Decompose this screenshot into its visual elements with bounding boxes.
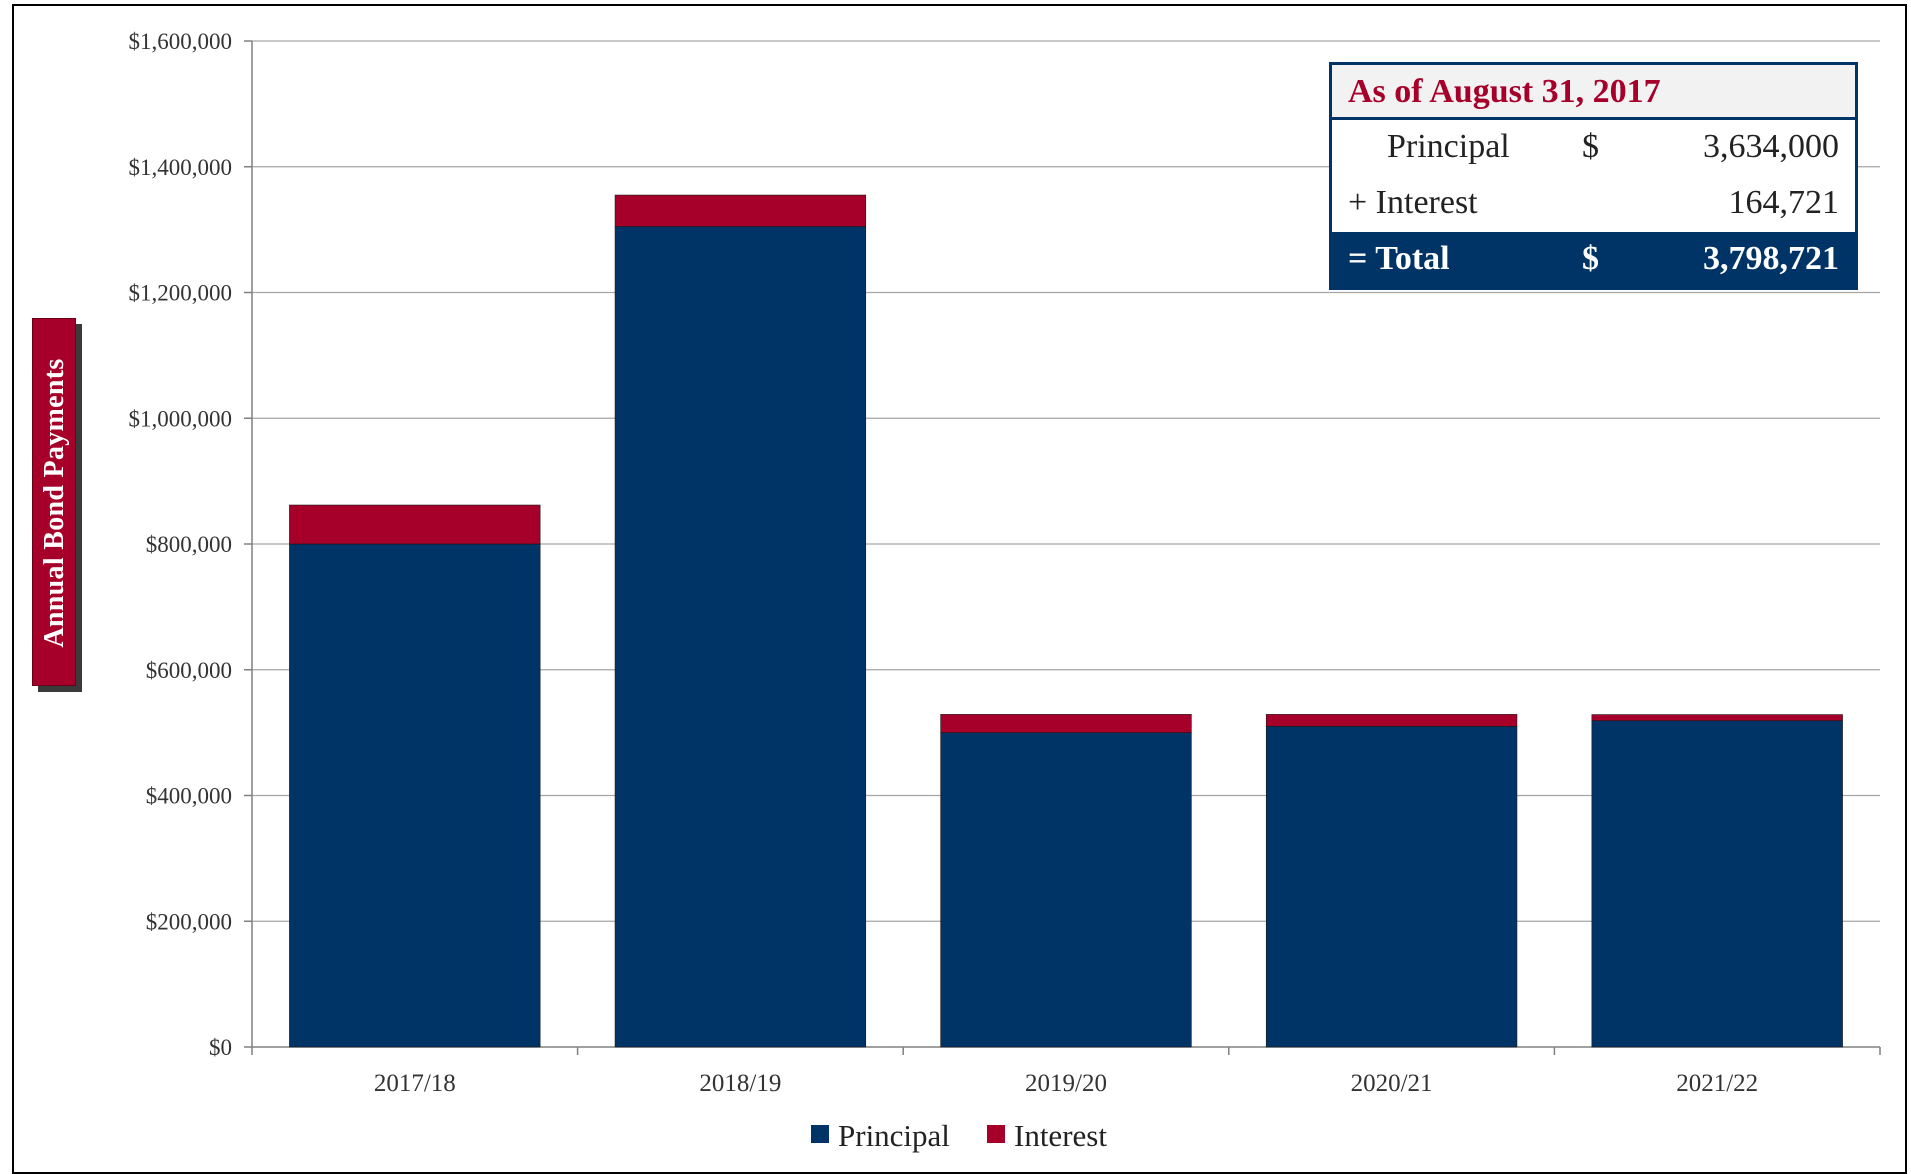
bar-interest (940, 714, 1192, 733)
principal-value: 3,634,000 (1703, 128, 1839, 165)
summary-header: As of August 31, 2017 (1332, 65, 1855, 120)
bar-interest (1265, 714, 1518, 727)
y-tick-label: $1,000,000 (129, 406, 233, 431)
y-axis-label-badge: Annual Bond Payments (32, 318, 82, 692)
x-tick-label: 2020/21 (1351, 1070, 1433, 1097)
bar-interest (1591, 714, 1843, 721)
bar-principal (1265, 726, 1518, 1048)
x-tick-label: 2018/19 (699, 1070, 781, 1097)
legend: Principal Interest (811, 1118, 1107, 1153)
bar-interest (289, 504, 541, 545)
interest-label: + Interest (1348, 184, 1478, 221)
x-tick-label: 2019/20 (1025, 1070, 1107, 1097)
y-axis-label-box: Annual Bond Payments (32, 318, 76, 686)
summary-table: As of August 31, 2017 Principal $ 3,634,… (1329, 62, 1858, 290)
principal-dollar-sign: $ (1582, 128, 1599, 165)
total-dollar-sign: $ (1582, 240, 1599, 277)
y-tick-label: $1,600,000 (129, 29, 233, 54)
legend-swatch-interest (987, 1125, 1005, 1143)
y-tick-label: $200,000 (146, 909, 232, 934)
summary-row-principal: Principal $ 3,634,000 (1332, 120, 1855, 176)
legend-label-principal: Principal (838, 1118, 950, 1153)
bar-principal (614, 226, 867, 1048)
summary-row-interest: + Interest 164,721 (1332, 176, 1855, 232)
y-tick-label: $600,000 (146, 658, 232, 683)
y-tick-label: $1,400,000 (129, 155, 233, 180)
total-label: = Total (1348, 240, 1450, 277)
summary-row-total: = Total $ 3,798,721 (1332, 232, 1855, 287)
y-tick-label: $400,000 (146, 784, 232, 809)
legend-swatch-principal (811, 1125, 829, 1143)
bar-principal (940, 732, 1192, 1048)
bar-principal (289, 543, 541, 1048)
x-tick-label: 2021/22 (1676, 1070, 1758, 1097)
total-value: 3,798,721 (1703, 240, 1839, 277)
bar-interest (614, 194, 867, 227)
y-tick-label: $0 (209, 1035, 232, 1060)
y-axis-label: Annual Bond Payments (39, 358, 70, 648)
interest-value: 164,721 (1728, 184, 1840, 221)
x-tick-label: 2017/18 (374, 1070, 456, 1097)
y-tick-label: $1,200,000 (129, 281, 233, 306)
summary-title: As of August 31, 2017 (1348, 73, 1661, 110)
bar-principal (1591, 720, 1843, 1048)
legend-label-interest: Interest (1014, 1118, 1107, 1153)
y-tick-label: $800,000 (146, 532, 232, 557)
principal-label: Principal (1387, 128, 1510, 165)
